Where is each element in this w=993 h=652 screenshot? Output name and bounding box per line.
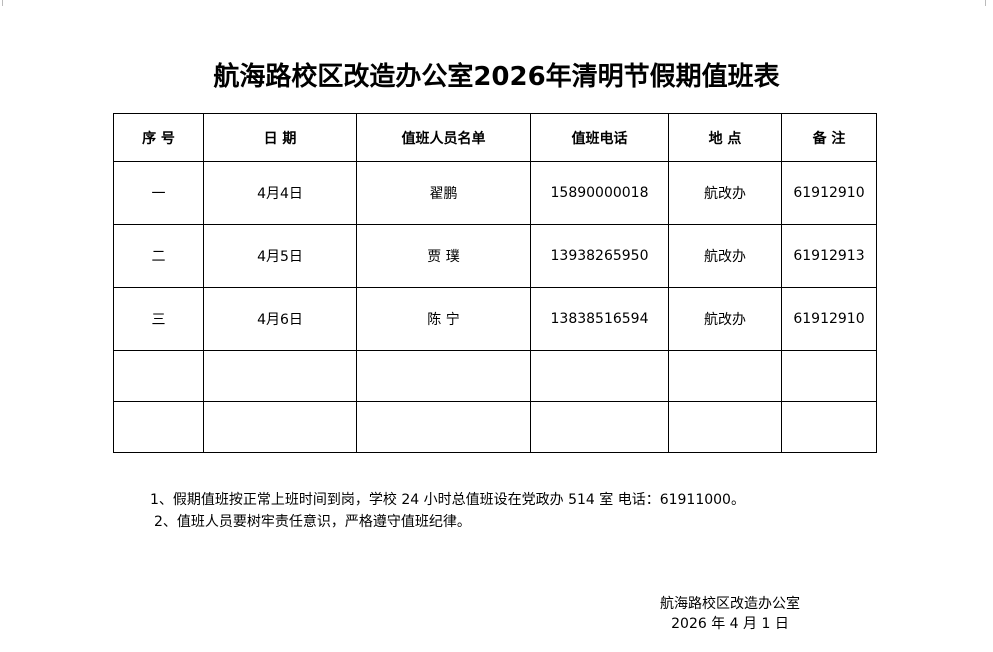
note-item: 1、假期值班按正常上班时间到岗，学校 24 小时总值班设在党政办 514 室 电… [150,492,745,508]
header-cell: 地 点 [668,113,782,162]
page-corner-mark [2,0,3,6]
page-corner-mark [985,0,986,6]
cell: 一 [113,161,204,225]
cell: 三 [113,287,204,351]
table-row-empty [113,350,877,402]
cell: 13938265950 [530,224,669,288]
cell: 15890000018 [530,161,669,225]
notes: 1、假期值班按正常上班时间到岗，学校 24 小时总值班设在党政办 514 室 电… [150,489,745,533]
cell: 二 [113,224,204,288]
cell [203,350,357,402]
cell: 贾 璞 [356,224,531,288]
header-cell: 备 注 [781,113,877,162]
cell: 13838516594 [530,287,669,351]
header-cell: 值班电话 [530,113,669,162]
cell [530,401,669,453]
cell: 陈 宁 [356,287,531,351]
cell [668,401,782,453]
cell: 航改办 [668,287,782,351]
cell [203,401,357,453]
duty-table: 序 号 日 期 值班人员名单 值班电话 地 点 备 注 一 4月4日 翟鹏 15… [113,113,877,453]
note-item: 2、值班人员要树牢责任意识，严格遵守值班纪律。 [154,514,471,530]
cell: 航改办 [668,161,782,225]
cell [113,401,204,453]
cell [781,350,877,402]
cell: 61912910 [781,287,877,351]
signature-date: 2026 年 4 月 1 日 [671,616,789,632]
signature-office: 航海路校区改造办公室 [660,596,800,612]
table-header-row: 序 号 日 期 值班人员名单 值班电话 地 点 备 注 [113,113,877,162]
cell [668,350,782,402]
table-row-empty [113,401,877,453]
cell: 航改办 [668,224,782,288]
cell: 4月4日 [203,161,357,225]
table-row: 三 4月6日 陈 宁 13838516594 航改办 61912910 [113,287,877,351]
cell [113,350,204,402]
cell: 翟鹏 [356,161,531,225]
signature-block: 航海路校区改造办公室 2026 年 4 月 1 日 [640,594,820,634]
cell [356,401,531,453]
table-row: 一 4月4日 翟鹏 15890000018 航改办 61912910 [113,161,877,225]
cell [530,350,669,402]
cell: 61912910 [781,161,877,225]
cell: 4月6日 [203,287,357,351]
table-row: 二 4月5日 贾 璞 13938265950 航改办 61912913 [113,224,877,288]
header-cell: 序 号 [113,113,204,162]
cell [356,350,531,402]
cell: 4月5日 [203,224,357,288]
cell: 61912913 [781,224,877,288]
page-title: 航海路校区改造办公室2026年清明节假期值班表 [213,62,780,92]
cell [781,401,877,453]
header-cell: 值班人员名单 [356,113,531,162]
header-cell: 日 期 [203,113,357,162]
